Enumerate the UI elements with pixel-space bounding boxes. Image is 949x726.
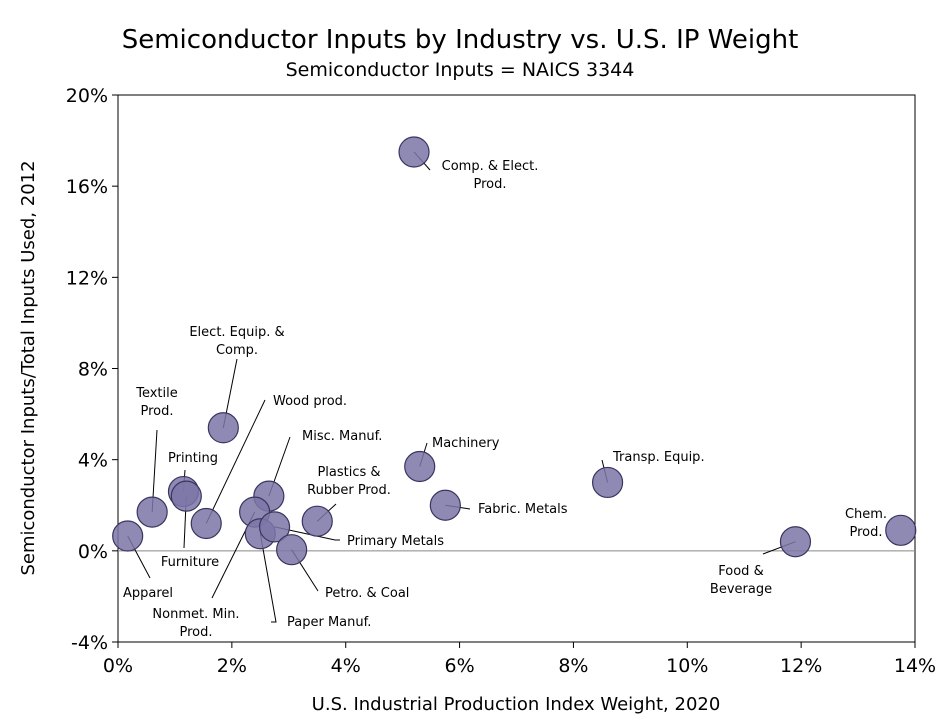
data-point-machinery bbox=[404, 450, 436, 483]
point-label-chem-prod: Chem. Prod. bbox=[845, 507, 887, 540]
leader-line-paper-manuf bbox=[259, 533, 277, 623]
y-tick-label: -4% bbox=[71, 632, 108, 654]
data-point-plastics-rubber-prod bbox=[301, 505, 333, 537]
y-tick-label: 20% bbox=[66, 85, 108, 107]
x-axis-title: U.S. Industrial Production Index Weight,… bbox=[312, 694, 721, 715]
chart-subtitle: Semiconductor Inputs = NAICS 3344 bbox=[286, 59, 635, 81]
point-label-textile-prod: Textile Prod. bbox=[135, 386, 178, 419]
x-tick-label: 2% bbox=[217, 655, 247, 677]
data-point-chem-prod bbox=[885, 514, 917, 546]
x-tick-label: 6% bbox=[444, 655, 474, 677]
y-axis-title: Semiconductor Inputs/Total Inputs Used, … bbox=[18, 160, 39, 575]
x-tick-label: 0% bbox=[103, 655, 133, 677]
point-label-paper-manuf: Paper Manuf. bbox=[287, 615, 371, 630]
point-label-furniture: Furniture bbox=[161, 555, 219, 570]
point-label-plastics-rubber-prod: Plastics & Rubber Prod. bbox=[307, 465, 391, 498]
data-point-apparel bbox=[112, 520, 144, 552]
point-label-transp-equip: Transp. Equip. bbox=[612, 450, 705, 465]
x-tick-label: 4% bbox=[331, 655, 361, 677]
point-label-primary-metals: Primary Metals bbox=[347, 534, 444, 549]
point-label-petro-coal: Petro. & Coal bbox=[325, 586, 409, 601]
x-tick-label: 10% bbox=[666, 655, 708, 677]
point-label-fabric-metals: Fabric. Metals bbox=[478, 502, 568, 517]
y-tick-label: 4% bbox=[78, 450, 108, 472]
x-tick-label: 8% bbox=[558, 655, 588, 677]
point-label-misc-manuf: Misc. Manuf. bbox=[302, 429, 382, 444]
x-tick-label: 14% bbox=[894, 655, 936, 677]
data-point-fabric-metals bbox=[429, 489, 461, 521]
point-label-elect-equip-comp: Elect. Equip. & Comp. bbox=[189, 325, 284, 358]
x-tick-label: 12% bbox=[780, 655, 822, 677]
chart-title: Semiconductor Inputs by Industry vs. U.S… bbox=[122, 25, 799, 55]
point-label-machinery: Machinery bbox=[432, 436, 500, 451]
data-point-furniture bbox=[170, 480, 202, 512]
point-label-printing: Printing bbox=[168, 451, 218, 466]
point-label-wood-prod: Wood prod. bbox=[273, 394, 347, 409]
point-label-comp-elect-prod: Comp. & Elect. Prod. bbox=[442, 159, 539, 192]
data-point-transp-equip bbox=[591, 466, 624, 499]
point-label-nonmet-min-prod: Nonmet. Min. Prod. bbox=[152, 607, 239, 640]
data-point-petro-coal bbox=[276, 534, 308, 566]
y-tick-label: 8% bbox=[78, 359, 108, 381]
point-label-food-beverage: Food & Beverage bbox=[710, 564, 772, 597]
data-point-primary-metals bbox=[258, 511, 291, 543]
data-point-wood-prod bbox=[190, 507, 222, 540]
data-point-food-beverage bbox=[779, 526, 812, 558]
data-point-textile-prod bbox=[136, 496, 168, 528]
point-label-apparel: Apparel bbox=[123, 586, 173, 601]
y-tick-label: 16% bbox=[66, 176, 108, 198]
y-tick-label: 0% bbox=[78, 541, 108, 563]
leader-line-primary-metals bbox=[274, 526, 340, 541]
data-point-comp-elect-prod bbox=[398, 136, 430, 168]
data-point-elect-equip-comp bbox=[207, 412, 239, 444]
plot-area bbox=[117, 94, 916, 643]
y-tick-label: 12% bbox=[66, 267, 108, 289]
leader-line-wood-prod bbox=[205, 399, 266, 524]
